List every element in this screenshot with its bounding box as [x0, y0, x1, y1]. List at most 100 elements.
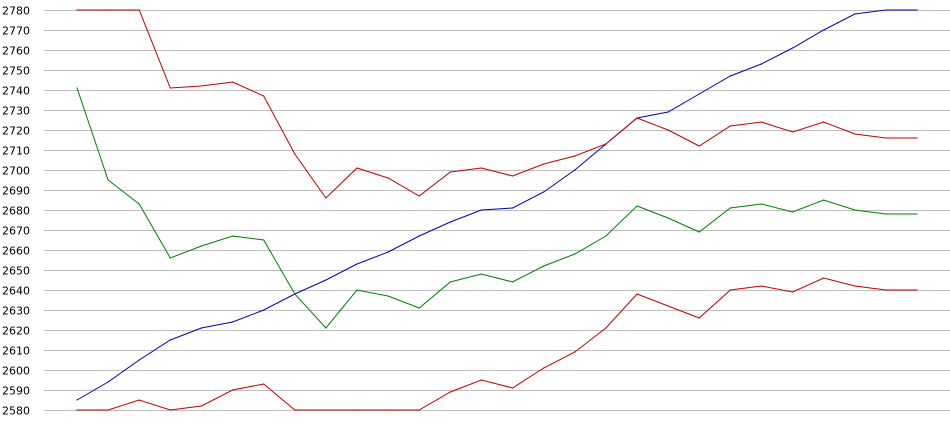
y-tick-label: 2750: [2, 65, 30, 78]
data-point: [138, 9, 140, 11]
y-tick-label: 2580: [2, 405, 30, 418]
data-point: [667, 305, 669, 307]
data-point: [729, 289, 731, 291]
data-point: [574, 351, 576, 353]
series-line: [76, 9, 917, 401]
y-tick-label: 2650: [2, 265, 30, 278]
y-axis: 2580 2590 2600 2610 2620 2630 2640 2650 2660 2670…: [2, 5, 30, 418]
data-point: [138, 399, 140, 401]
data-point: [916, 137, 918, 139]
data-point: [698, 317, 700, 319]
data-point: [792, 291, 794, 293]
data-point: [169, 257, 171, 259]
data-point: [356, 263, 358, 265]
data-point: [760, 63, 763, 65]
data-point: [418, 195, 420, 197]
data-point: [107, 9, 109, 11]
data-point: [636, 293, 638, 295]
data-point: [169, 409, 171, 411]
data-point: [325, 279, 327, 281]
y-tick-label: 2620: [2, 325, 30, 338]
data-point: [418, 307, 420, 309]
data-point: [107, 179, 109, 181]
data-point: [200, 85, 202, 87]
data-point: [543, 163, 545, 165]
data-point: [916, 213, 918, 215]
data-point: [449, 281, 451, 283]
data-point: [76, 399, 78, 401]
y-tick-label: 2710: [2, 145, 30, 158]
data-point: [294, 409, 296, 411]
y-tick-label: 2670: [2, 225, 30, 238]
y-tick-label: 2590: [2, 385, 30, 398]
data-point: [823, 199, 825, 201]
data-point: [263, 95, 265, 97]
series-3: [76, 87, 918, 329]
data-point: [885, 213, 887, 215]
data-point: [356, 289, 358, 291]
data-point: [854, 133, 856, 135]
data-point: [76, 9, 78, 11]
y-tick-label: 2680: [2, 205, 30, 218]
y-tick-label: 2660: [2, 245, 30, 258]
data-point: [574, 155, 576, 157]
y-tick-label: 2770: [2, 25, 30, 38]
data-point: [232, 321, 234, 323]
y-tick-label: 2720: [2, 125, 30, 138]
series-lines: [76, 9, 918, 411]
data-point: [76, 87, 78, 89]
data-point: [263, 383, 265, 385]
data-point: [325, 327, 327, 329]
data-point: [511, 207, 514, 209]
data-point: [480, 167, 482, 169]
data-point: [418, 409, 420, 411]
data-point: [574, 253, 576, 255]
data-point: [729, 207, 731, 209]
data-point: [885, 9, 887, 11]
data-point: [854, 13, 856, 15]
data-point: [636, 117, 638, 119]
data-point: [574, 169, 576, 171]
data-point: [387, 409, 389, 411]
y-tick-label: 2760: [2, 45, 30, 58]
y-tick-label: 2780: [2, 5, 30, 18]
series-4: [76, 277, 918, 411]
data-point: [263, 309, 265, 311]
series-line: [77, 277, 917, 411]
data-point: [169, 87, 171, 89]
data-point: [294, 293, 296, 295]
data-point: [76, 409, 78, 411]
data-point: [138, 359, 140, 361]
data-point: [760, 285, 763, 287]
data-point: [356, 167, 358, 169]
data-point: [636, 205, 638, 207]
y-tick-label: 2600: [2, 365, 30, 378]
data-point: [698, 93, 700, 95]
data-point: [387, 251, 389, 253]
data-point: [294, 153, 296, 155]
y-tick-label: 2640: [2, 285, 30, 298]
data-point: [387, 295, 389, 297]
series-line: [76, 87, 917, 329]
data-point: [480, 273, 482, 275]
data-point: [698, 231, 700, 233]
data-point: [418, 235, 420, 237]
data-point: [698, 145, 700, 147]
data-point: [480, 379, 482, 381]
data-point: [107, 409, 109, 411]
data-point: [854, 209, 856, 211]
data-point: [854, 285, 856, 287]
data-point: [605, 143, 607, 145]
data-point: [387, 177, 389, 179]
data-point: [543, 265, 545, 267]
data-point: [760, 203, 763, 205]
data-point: [729, 75, 731, 77]
data-point: [449, 171, 451, 173]
data-point: [511, 281, 514, 283]
data-point: [760, 121, 763, 123]
data-point: [325, 197, 327, 199]
data-point: [232, 235, 234, 237]
data-point: [480, 209, 482, 211]
series-2: [76, 9, 918, 199]
